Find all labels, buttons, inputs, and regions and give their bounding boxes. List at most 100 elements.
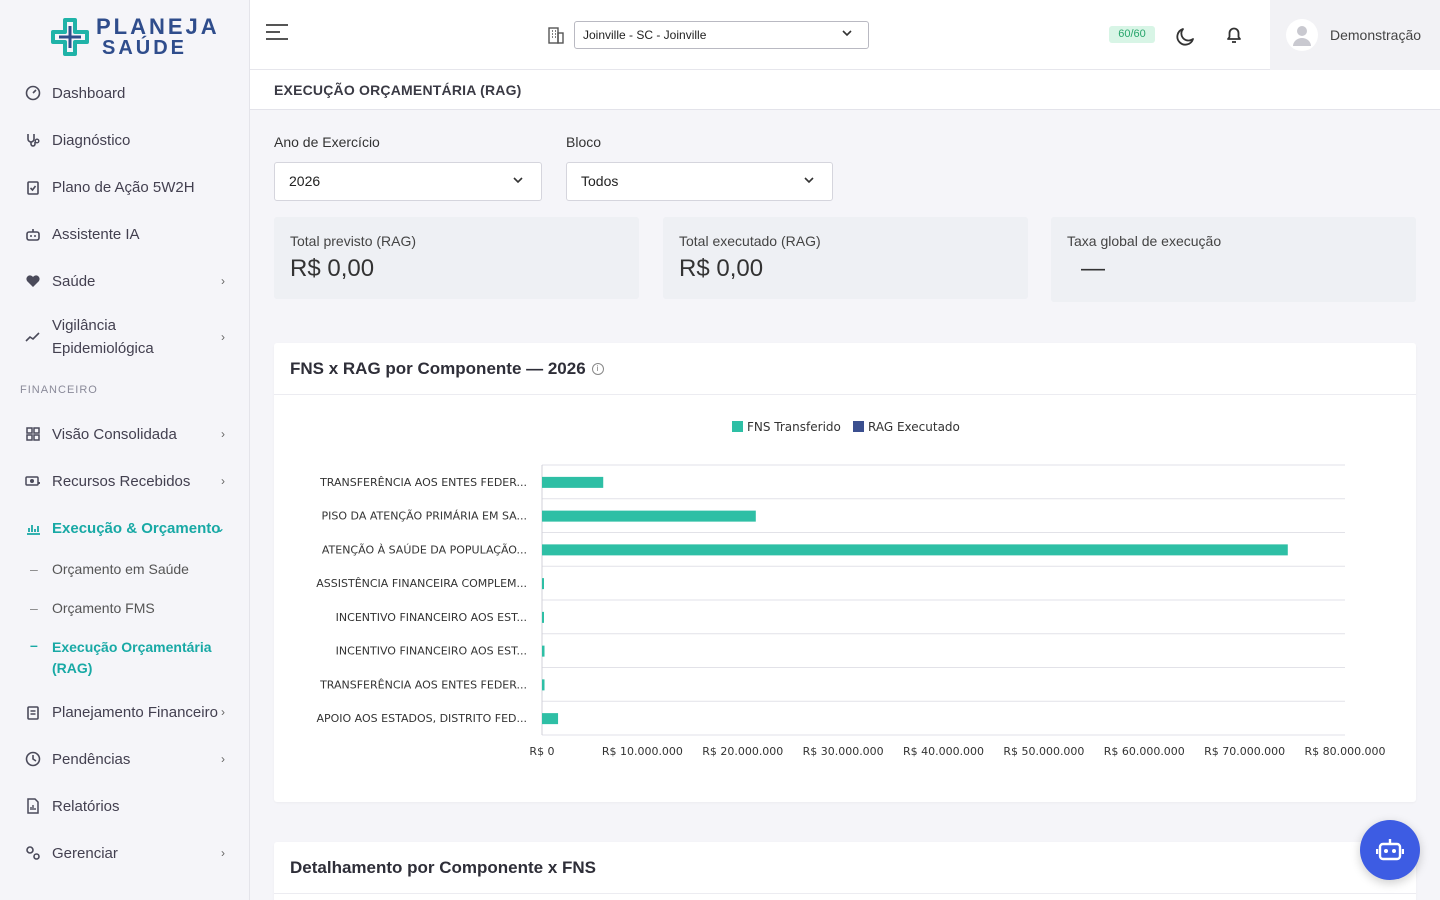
category-label: ASSISTÊNCIA FINANCEIRA COMPLEM... — [316, 577, 527, 590]
sidebar-subitem-label: Orçamento em Saúde — [52, 561, 189, 577]
chevron-down-icon — [840, 26, 854, 43]
top-bar: Joinville - SC - Joinville 60/60 Demonst… — [250, 0, 1440, 70]
sidebar-item-planejamento-financeiro[interactable]: Planejamento Financeiro › — [0, 701, 249, 723]
stat-label: Total previsto (RAG) — [290, 233, 417, 249]
sidebar-item-gerenciar[interactable]: Gerenciar › — [0, 842, 249, 864]
detail-card-title: Detalhamento por Componente x FNS — [290, 857, 597, 877]
sidebar-item-label: Gerenciar — [52, 844, 118, 862]
bar-fns — [542, 476, 604, 488]
chevron-right-icon: › — [221, 330, 225, 344]
chevron-right-icon: › — [221, 846, 225, 860]
brand-logo[interactable]: PLANEJA SAÚDE — [50, 16, 217, 58]
sidebar-item-label: Visão Consolidada — [52, 425, 177, 443]
x-tick-label: R$ 0 — [529, 745, 554, 758]
fns-rag-bar-chart: FNS Transferido RAG Executado TRANSFERÊNCI… — [316, 420, 1385, 758]
x-tick-label: R$ 30.000.000 — [803, 745, 884, 758]
chevron-right-icon: › — [221, 752, 225, 766]
sidebar-item-label: Execução & Orçamento — [52, 519, 221, 537]
bar-fns — [542, 544, 1288, 556]
clock-icon — [24, 750, 42, 768]
legend-label-rag: RAG Executado — [868, 420, 960, 434]
bell-icon[interactable] — [1223, 24, 1245, 46]
page-header: EXECUÇÃO ORÇAMENTÁRIA (RAG) — [250, 70, 1440, 110]
clipboard-icon — [24, 703, 42, 721]
bar-fns — [542, 645, 545, 657]
chevron-right-icon: › — [221, 274, 225, 288]
sidebar-item-vigilancia[interactable]: Vigilância Epidemiológica › — [0, 314, 249, 360]
sidebar-subitem-label: Execução Orçamentária (RAG) — [52, 639, 212, 676]
sidebar-item-pendencias[interactable]: Pendências › — [0, 748, 249, 770]
assistant-fab-button[interactable] — [1360, 820, 1420, 880]
sidebar-item-diagnostico[interactable]: Diagnóstico — [0, 129, 249, 151]
x-tick-label: R$ 50.000.000 — [1003, 745, 1084, 758]
category-label: TRANSFERÊNCIA AOS ENTES FEDER... — [319, 678, 527, 691]
city-select[interactable]: Joinville - SC - Joinville — [574, 21, 869, 49]
stat-card-taxa-global: Taxa global de execução — — [1051, 217, 1416, 302]
block-select-value: Todos — [581, 173, 619, 189]
stat-card-total-previsto: Total previsto (RAG) R$ 0,00 — [274, 217, 639, 299]
x-tick-label: R$ 60.000.000 — [1104, 745, 1185, 758]
category-label: ATENÇÃO À SAÚDE DA POPULAÇÃO... — [322, 543, 527, 556]
money-icon — [24, 472, 42, 490]
avatar — [1286, 19, 1318, 51]
chevron-right-icon: › — [221, 474, 225, 488]
sidebar-item-visao-consolidada[interactable]: Visão Consolidada › — [0, 423, 249, 445]
category-label: INCENTIVO FINANCEIRO AOS EST... — [336, 645, 527, 658]
stat-value: — — [1081, 255, 1105, 282]
x-tick-label: R$ 10.000.000 — [602, 745, 683, 758]
chart-card-header: FNS x RAG por Componente — 2026 i — [274, 343, 1416, 395]
detail-card-header: Detalhamento por Componente x FNS — [274, 842, 1416, 894]
block-label: Bloco — [566, 134, 602, 150]
sidebar-item-plano-acao[interactable]: Plano de Ação 5W2H — [0, 176, 249, 198]
stat-value: R$ 0,00 — [290, 255, 375, 282]
brand-line2: SAÚDE — [102, 37, 188, 59]
year-select[interactable]: 2026 — [274, 162, 542, 201]
menu-toggle-icon[interactable] — [266, 24, 288, 46]
category-label: TRANSFERÊNCIA AOS ENTES FEDER... — [319, 476, 527, 489]
moon-icon[interactable] — [1176, 24, 1198, 46]
x-tick-label: R$ 80.000.000 — [1304, 745, 1385, 758]
sidebar-item-label: Plano de Ação 5W2H — [52, 178, 195, 196]
sidebar-subitem-orcamento-saude[interactable]: – Orçamento em Saúde — [30, 561, 189, 577]
bar-fns — [542, 611, 544, 623]
sidebar-item-assistente-ia[interactable]: Assistente IA — [0, 223, 249, 245]
chevron-down-icon — [511, 173, 525, 190]
x-tick-label: R$ 20.000.000 — [702, 745, 783, 758]
year-label: Ano de Exercício — [274, 134, 380, 150]
sidebar-item-label: Assistente IA — [52, 225, 140, 243]
info-icon[interactable]: i — [591, 362, 604, 375]
sidebar-subitem-execucao-rag[interactable]: – Execução Orçamentária (RAG) — [30, 637, 222, 679]
sidebar-item-dashboard[interactable]: Dashboard — [0, 82, 249, 104]
city-select-value: Joinville - SC - Joinville — [583, 28, 707, 42]
gears-icon — [24, 844, 42, 862]
sidebar-item-label: Planejamento Financeiro — [52, 703, 218, 721]
category-label: PISO DA ATENÇÃO PRIMÁRIA EM SA... — [322, 510, 527, 523]
chevron-down-icon — [802, 173, 816, 190]
x-tick-label: R$ 40.000.000 — [903, 745, 984, 758]
chart-card-title: FNS x RAG por Componente — 2026 — [290, 358, 586, 378]
sidebar-item-relatorios[interactable]: Relatórios — [0, 795, 249, 817]
section-label-financeiro: FINANCEIRO — [20, 384, 98, 396]
user-name: Demonstração — [1330, 27, 1422, 43]
user-menu[interactable]: Demonstração — [1270, 0, 1440, 70]
grid-icon — [24, 425, 42, 443]
legend-label-fns: FNS Transferido — [747, 420, 841, 434]
sidebar-item-label: Recursos Recebidos — [52, 472, 191, 490]
page-title: EXECUÇÃO ORÇAMENTÁRIA (RAG) — [274, 82, 522, 98]
chart-card: FNS x RAG por Componente — 2026 i FNS Tr… — [274, 343, 1416, 802]
block-select[interactable]: Todos — [566, 162, 833, 201]
stat-label: Taxa global de execução — [1067, 233, 1222, 249]
bar-fns — [542, 713, 559, 725]
sidebar-item-label: Dashboard — [52, 84, 126, 102]
sidebar: PLANEJA SAÚDE Dashboard Diagnóstico Plan… — [0, 0, 250, 900]
sidebar-item-recursos-recebidos[interactable]: Recursos Recebidos › — [0, 470, 249, 492]
chart-icon — [24, 519, 42, 537]
category-label: APOIO AOS ESTADOS, DISTRITO FED... — [316, 712, 527, 725]
building-icon — [548, 26, 564, 44]
sidebar-item-execucao-orcamento[interactable]: Execução & Orçamento ⌄ — [0, 517, 249, 539]
sidebar-item-saude[interactable]: Saúde › — [0, 270, 249, 292]
sidebar-subitem-orcamento-fms[interactable]: – Orçamento FMS — [30, 600, 155, 616]
legend-swatch-fns — [732, 421, 743, 432]
bar-fns — [542, 679, 545, 691]
category-label: INCENTIVO FINANCEIRO AOS EST... — [336, 611, 527, 624]
